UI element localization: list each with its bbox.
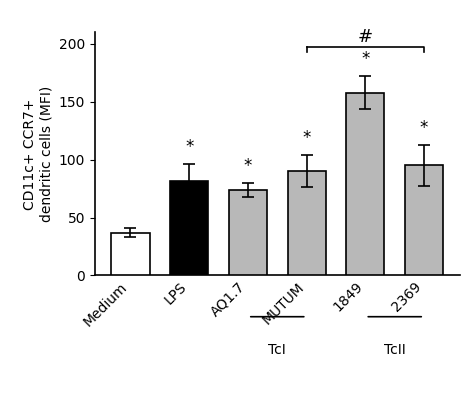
Text: *: * [185,138,193,156]
Text: TcI: TcI [268,343,286,358]
Text: #: # [358,28,373,46]
Text: *: * [302,129,311,147]
Text: *: * [361,50,370,68]
Bar [229,190,267,275]
Bar [111,232,150,275]
Bar [288,171,326,275]
Bar [346,93,384,275]
Bar [405,166,443,275]
Y-axis label: CD11c+ CCR7+
dendritic cells (MFI): CD11c+ CCR7+ dendritic cells (MFI) [23,86,53,222]
Text: *: * [420,119,428,136]
Bar [170,181,208,275]
Text: *: * [244,157,252,175]
Text: TcII: TcII [384,343,406,358]
